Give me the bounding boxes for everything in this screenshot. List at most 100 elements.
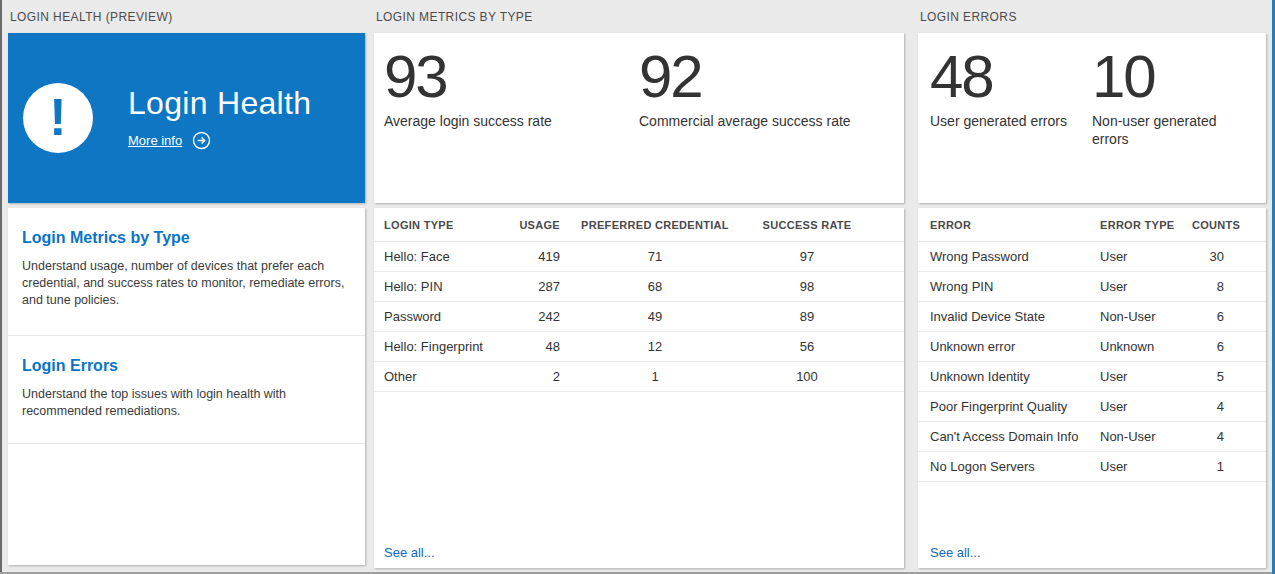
table-cell: 242 bbox=[516, 309, 560, 324]
column-header: COUNTS bbox=[1192, 219, 1270, 231]
table-row: Unknown IdentityUser5 bbox=[918, 362, 1266, 392]
stat-commercial-average: 92 Commercial average success rate bbox=[639, 47, 894, 130]
table-cell: 8 bbox=[1192, 279, 1254, 294]
table-cell: 5 bbox=[1192, 369, 1254, 384]
table-cell: Hello: Face bbox=[384, 249, 516, 264]
table-cell: 56 bbox=[750, 339, 894, 354]
stat-user-errors: 48 User generated errors bbox=[930, 47, 1092, 148]
login-metrics-table: LOGIN TYPEUSAGEPREFERRED CREDENTIALSUCCE… bbox=[374, 208, 904, 392]
column-header-login-health: LOGIN HEALTH (PREVIEW) bbox=[8, 0, 365, 33]
table-cell: User bbox=[1100, 369, 1192, 384]
table-cell: 4 bbox=[1192, 429, 1254, 444]
table-cell: 89 bbox=[750, 309, 894, 324]
table-cell: Password bbox=[384, 309, 516, 324]
table-row: Password2424989 bbox=[374, 302, 904, 332]
stat-average-success: 93 Average login success rate bbox=[384, 47, 639, 130]
table-cell: 2 bbox=[516, 369, 560, 384]
table-row: Hello: Fingerprint481256 bbox=[374, 332, 904, 362]
stat-label: User generated errors bbox=[930, 112, 1092, 130]
table-cell: User bbox=[1100, 459, 1192, 474]
empty-section bbox=[8, 443, 365, 565]
metrics-summary-card: 93 Average login success rate 92 Commerc… bbox=[374, 33, 904, 203]
arrow-right-circle-icon bbox=[192, 131, 211, 150]
info-section-description: Understand the top issues with login hea… bbox=[22, 386, 351, 420]
login-metrics-column: LOGIN METRICS BY TYPE 93 Average login s… bbox=[374, 0, 904, 568]
table-row: Unknown errorUnknown6 bbox=[918, 332, 1266, 362]
errors-summary-card: 48 User generated errors 10 Non-user gen… bbox=[918, 33, 1266, 203]
login-health-tile[interactable]: ! Login Health More info bbox=[8, 33, 365, 203]
table-cell: Unknown error bbox=[930, 339, 1100, 354]
table-row: Can't Access Domain InfoNon-User4 bbox=[918, 422, 1266, 452]
table-cell: 419 bbox=[516, 249, 560, 264]
column-header-login-metrics: LOGIN METRICS BY TYPE bbox=[374, 0, 904, 33]
see-all-link[interactable]: See all... bbox=[384, 545, 435, 560]
table-cell: Non-User bbox=[1100, 429, 1192, 444]
table-cell: 100 bbox=[750, 369, 894, 384]
table-cell: Wrong PIN bbox=[930, 279, 1100, 294]
table-cell: Unknown Identity bbox=[930, 369, 1100, 384]
table-cell: User bbox=[1100, 249, 1192, 264]
nav-item-login-errors[interactable]: Login Errors Understand the top issues w… bbox=[8, 335, 365, 443]
stat-value: 48 bbox=[930, 47, 1092, 107]
column-header: LOGIN TYPE bbox=[384, 219, 516, 231]
table-cell: 30 bbox=[1192, 249, 1254, 264]
more-info-label: More info bbox=[128, 133, 182, 148]
table-cell: Invalid Device State bbox=[930, 309, 1100, 324]
info-section-title: Login Metrics by Type bbox=[22, 229, 351, 247]
table-cell: Hello: Fingerprint bbox=[384, 339, 516, 354]
stat-non-user-errors: 10 Non-user generated errors bbox=[1092, 47, 1254, 148]
table-cell: 1 bbox=[1192, 459, 1254, 474]
table-cell: Non-User bbox=[1100, 309, 1192, 324]
table-cell: No Logon Servers bbox=[930, 459, 1100, 474]
stat-label: Commercial average success rate bbox=[639, 112, 894, 130]
column-header: PREFERRED CREDENTIAL bbox=[560, 219, 750, 231]
table-row: Wrong PasswordUser30 bbox=[918, 242, 1266, 272]
table-cell: Wrong Password bbox=[930, 249, 1100, 264]
stat-label: Average login success rate bbox=[384, 112, 639, 130]
login-health-info-card: Login Metrics by Type Understand usage, … bbox=[8, 208, 365, 565]
table-cell: Poor Fingerprint Quality bbox=[930, 399, 1100, 414]
table-row: Hello: PIN2876898 bbox=[374, 272, 904, 302]
table-header-row: ERRORERROR TYPECOUNTS bbox=[918, 208, 1266, 242]
info-section-description: Understand usage, number of devices that… bbox=[22, 258, 351, 309]
stat-value: 10 bbox=[1092, 47, 1254, 107]
login-errors-column: LOGIN ERRORS 48 User generated errors 10… bbox=[918, 0, 1266, 568]
table-cell: 68 bbox=[560, 279, 750, 294]
login-errors-table-card: ERRORERROR TYPECOUNTSWrong PasswordUser3… bbox=[918, 208, 1266, 568]
table-row: No Logon ServersUser1 bbox=[918, 452, 1266, 482]
table-cell: Other bbox=[384, 369, 516, 384]
exclamation-glyph: ! bbox=[49, 91, 66, 143]
login-metrics-table-card: LOGIN TYPEUSAGEPREFERRED CREDENTIALSUCCE… bbox=[374, 208, 904, 568]
column-header-login-errors: LOGIN ERRORS bbox=[918, 0, 1266, 33]
table-cell: User bbox=[1100, 279, 1192, 294]
table-header-row: LOGIN TYPEUSAGEPREFERRED CREDENTIALSUCCE… bbox=[374, 208, 904, 242]
table-row: Other21100 bbox=[374, 362, 904, 392]
nav-item-login-metrics-by-type[interactable]: Login Metrics by Type Understand usage, … bbox=[8, 208, 365, 335]
table-cell: 4 bbox=[1192, 399, 1254, 414]
table-cell: Hello: PIN bbox=[384, 279, 516, 294]
tile-title: Login Health bbox=[128, 86, 311, 121]
table-row: Hello: Face4197197 bbox=[374, 242, 904, 272]
window-left-edge bbox=[0, 0, 2, 574]
table-cell: Can't Access Domain Info bbox=[930, 429, 1100, 444]
table-cell: 97 bbox=[750, 249, 894, 264]
login-health-column: LOGIN HEALTH (PREVIEW) ! Login Health Mo… bbox=[8, 0, 365, 565]
column-header: SUCCESS RATE bbox=[750, 219, 894, 231]
table-cell: 12 bbox=[560, 339, 750, 354]
table-cell: 6 bbox=[1192, 339, 1254, 354]
more-info-link[interactable]: More info bbox=[128, 131, 311, 150]
table-cell: 71 bbox=[560, 249, 750, 264]
table-row: Wrong PINUser8 bbox=[918, 272, 1266, 302]
table-cell: 98 bbox=[750, 279, 894, 294]
table-cell: 287 bbox=[516, 279, 560, 294]
table-cell: Unknown bbox=[1100, 339, 1192, 354]
stat-value: 92 bbox=[639, 47, 894, 107]
exclamation-circle-icon: ! bbox=[23, 83, 93, 153]
login-errors-table: ERRORERROR TYPECOUNTSWrong PasswordUser3… bbox=[918, 208, 1266, 482]
column-header: USAGE bbox=[516, 219, 560, 231]
stat-label: Non-user generated errors bbox=[1092, 112, 1254, 148]
table-cell: 1 bbox=[560, 369, 750, 384]
stat-value: 93 bbox=[384, 47, 639, 107]
see-all-link[interactable]: See all... bbox=[930, 545, 981, 560]
table-cell: 6 bbox=[1192, 309, 1254, 324]
